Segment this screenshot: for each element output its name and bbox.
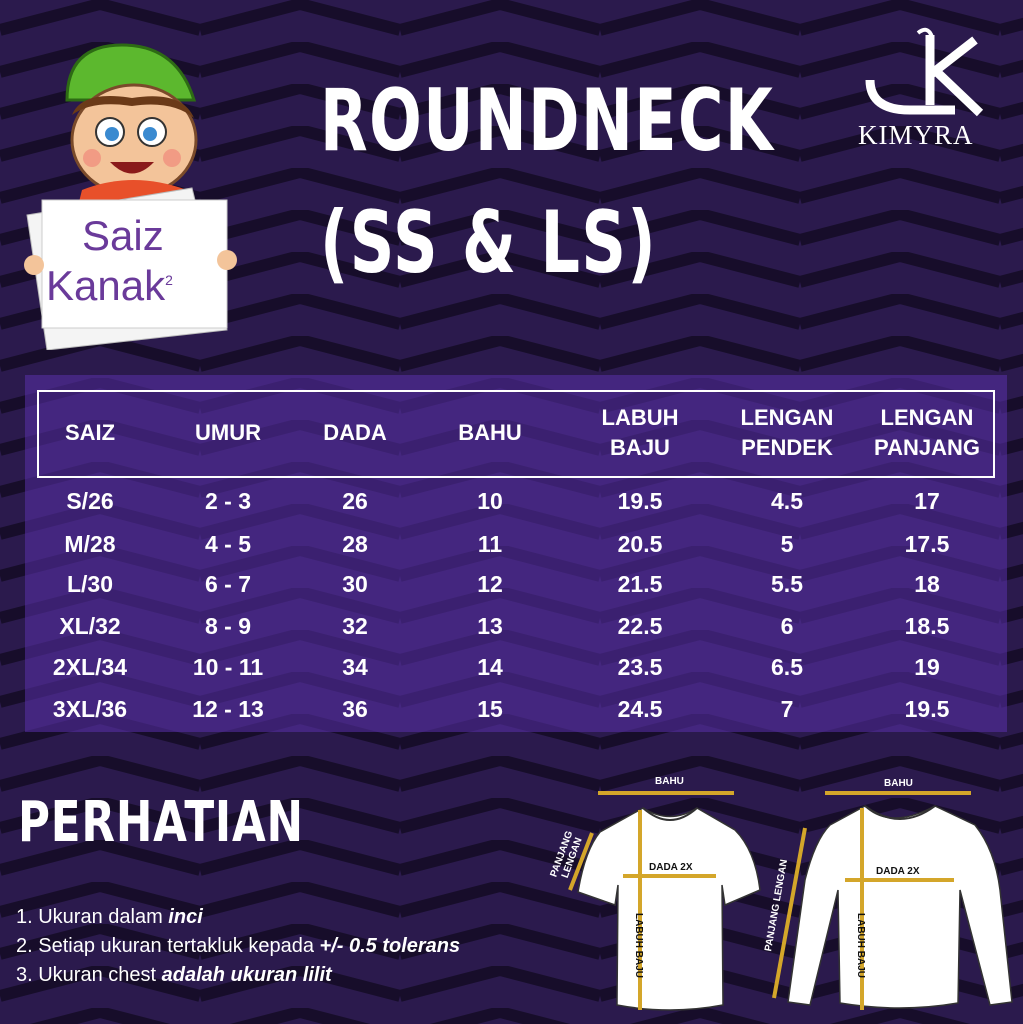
column-header-line: LENGAN bbox=[880, 405, 974, 430]
table-cell: 6 bbox=[780, 613, 794, 639]
table-cell: 2XL/34 bbox=[52, 654, 128, 680]
notice-text: 2. Setiap ukuran tertakluk kepada bbox=[16, 935, 320, 957]
column-header-line: BAJU bbox=[610, 435, 670, 460]
notice-text: 3. Ukuran chest bbox=[16, 964, 162, 986]
table-cell: 30 bbox=[342, 571, 368, 597]
kimyra-logo-icon bbox=[865, 27, 984, 117]
size-table-header bbox=[37, 390, 995, 478]
table-cell: 2 - 3 bbox=[204, 488, 252, 514]
title-line2: (SS & LS) bbox=[320, 193, 658, 293]
table-cell: 20.5 bbox=[617, 531, 663, 557]
table-cell: 22.5 bbox=[617, 613, 663, 639]
column-header-line: SAIZ bbox=[64, 420, 116, 445]
table-cell: 18.5 bbox=[904, 613, 950, 639]
badge-superscript: 2 bbox=[165, 272, 173, 288]
column-header-line: LABUH bbox=[601, 405, 679, 430]
table-cell: 10 - 11 bbox=[192, 654, 264, 680]
table-cell: 13 bbox=[477, 613, 503, 639]
dada-label-ss: DADA 2X bbox=[649, 862, 693, 873]
column-header: LENGAN PANJANG bbox=[874, 403, 980, 463]
notice-text: 1. Ukuran dalam bbox=[16, 906, 169, 928]
notice-heading: PERHATIAN bbox=[18, 790, 304, 855]
bahu-label-ls: BAHU bbox=[884, 778, 913, 789]
table-cell: 11 bbox=[477, 531, 503, 557]
column-header-line: UMUR bbox=[195, 420, 261, 445]
badge-line1: Saiz bbox=[82, 212, 164, 259]
column-header: SAIZ bbox=[65, 418, 115, 448]
table-cell: 15 bbox=[477, 696, 503, 722]
table-cell: 28 bbox=[342, 531, 368, 557]
table-cell: 23.5 bbox=[617, 654, 663, 680]
notice-emphasis: adalah ukuran lilit bbox=[161, 964, 332, 986]
notice-emphasis: inci bbox=[168, 906, 203, 928]
table-cell: 12 - 13 bbox=[192, 696, 264, 722]
table-cell: 32 bbox=[342, 613, 368, 639]
short-sleeve-shirt-icon bbox=[577, 807, 761, 1011]
column-header-line: DADA bbox=[323, 420, 387, 445]
table-cell: 4.5 bbox=[771, 488, 803, 514]
table-cell: 18 bbox=[914, 571, 940, 597]
dada-label-ls: DADA 2X bbox=[876, 866, 920, 877]
table-cell: 21.5 bbox=[617, 571, 663, 597]
size-table-panel bbox=[25, 375, 1007, 732]
table-cell: 5.5 bbox=[771, 571, 803, 597]
title-line1: ROUNDNECK bbox=[320, 71, 775, 171]
column-header-line: PANJANG bbox=[874, 435, 980, 460]
table-cell: 3XL/36 bbox=[52, 696, 128, 722]
table-cell: XL/32 bbox=[59, 613, 121, 639]
column-header-line: PENDEK bbox=[741, 435, 833, 460]
column-header: LENGAN PENDEK bbox=[741, 403, 834, 463]
column-header: UMUR bbox=[195, 418, 261, 448]
table-cell: 36 bbox=[342, 696, 368, 722]
badge-word: Kanak bbox=[46, 262, 166, 309]
table-cell: 19.5 bbox=[904, 696, 950, 722]
table-cell: 5 bbox=[780, 531, 794, 557]
badge-line2: Kanak2 bbox=[46, 262, 173, 310]
notice-item: 1. Ukuran dalam inci bbox=[16, 903, 460, 932]
table-cell: 26 bbox=[342, 488, 368, 514]
labuh-label-ss: LABUH BAJU bbox=[633, 913, 644, 978]
table-cell: 4 - 5 bbox=[204, 531, 252, 557]
column-header: BAHU bbox=[458, 418, 522, 448]
table-cell: L/30 bbox=[66, 571, 114, 597]
column-header-line: BAHU bbox=[458, 420, 522, 445]
table-cell: 10 bbox=[477, 488, 503, 514]
table-cell: 6 - 7 bbox=[204, 571, 252, 597]
table-cell: 19.5 bbox=[617, 488, 663, 514]
notice-item: 3. Ukuran chest adalah ukuran lilit bbox=[16, 961, 460, 990]
long-sleeve-shirt-icon bbox=[787, 805, 1013, 1009]
shirt-diagrams bbox=[568, 791, 1013, 1011]
column-header-line: LENGAN bbox=[740, 405, 834, 430]
table-cell: S/26 bbox=[66, 488, 114, 514]
table-cell: 6.5 bbox=[771, 654, 803, 680]
table-cell: M/28 bbox=[64, 531, 116, 557]
kid-mascot-illustration bbox=[24, 43, 237, 350]
column-header: LABUH BAJU bbox=[602, 403, 679, 463]
labuh-label-ls: LABUH BAJU bbox=[855, 913, 866, 978]
table-cell: 14 bbox=[477, 654, 503, 680]
table-cell: 17.5 bbox=[904, 531, 950, 557]
notice-item: 2. Setiap ukuran tertakluk kepada +/- 0.… bbox=[16, 932, 460, 961]
logo-text: KIMYRA bbox=[858, 120, 974, 150]
notice-list: 1. Ukuran dalam inci 2. Setiap ukuran te… bbox=[16, 903, 460, 990]
notice-emphasis: +/- 0.5 tolerans bbox=[319, 935, 461, 957]
table-cell: 7 bbox=[780, 696, 794, 722]
measure-lines bbox=[568, 791, 971, 1010]
bahu-label-ss: BAHU bbox=[655, 776, 684, 787]
table-cell: 17 bbox=[914, 488, 940, 514]
table-cell: 34 bbox=[342, 654, 368, 680]
table-cell: 8 - 9 bbox=[204, 613, 252, 639]
table-cell: 24.5 bbox=[617, 696, 663, 722]
table-cell: 12 bbox=[477, 571, 503, 597]
table-cell: 19 bbox=[914, 654, 940, 680]
column-header: DADA bbox=[323, 418, 387, 448]
